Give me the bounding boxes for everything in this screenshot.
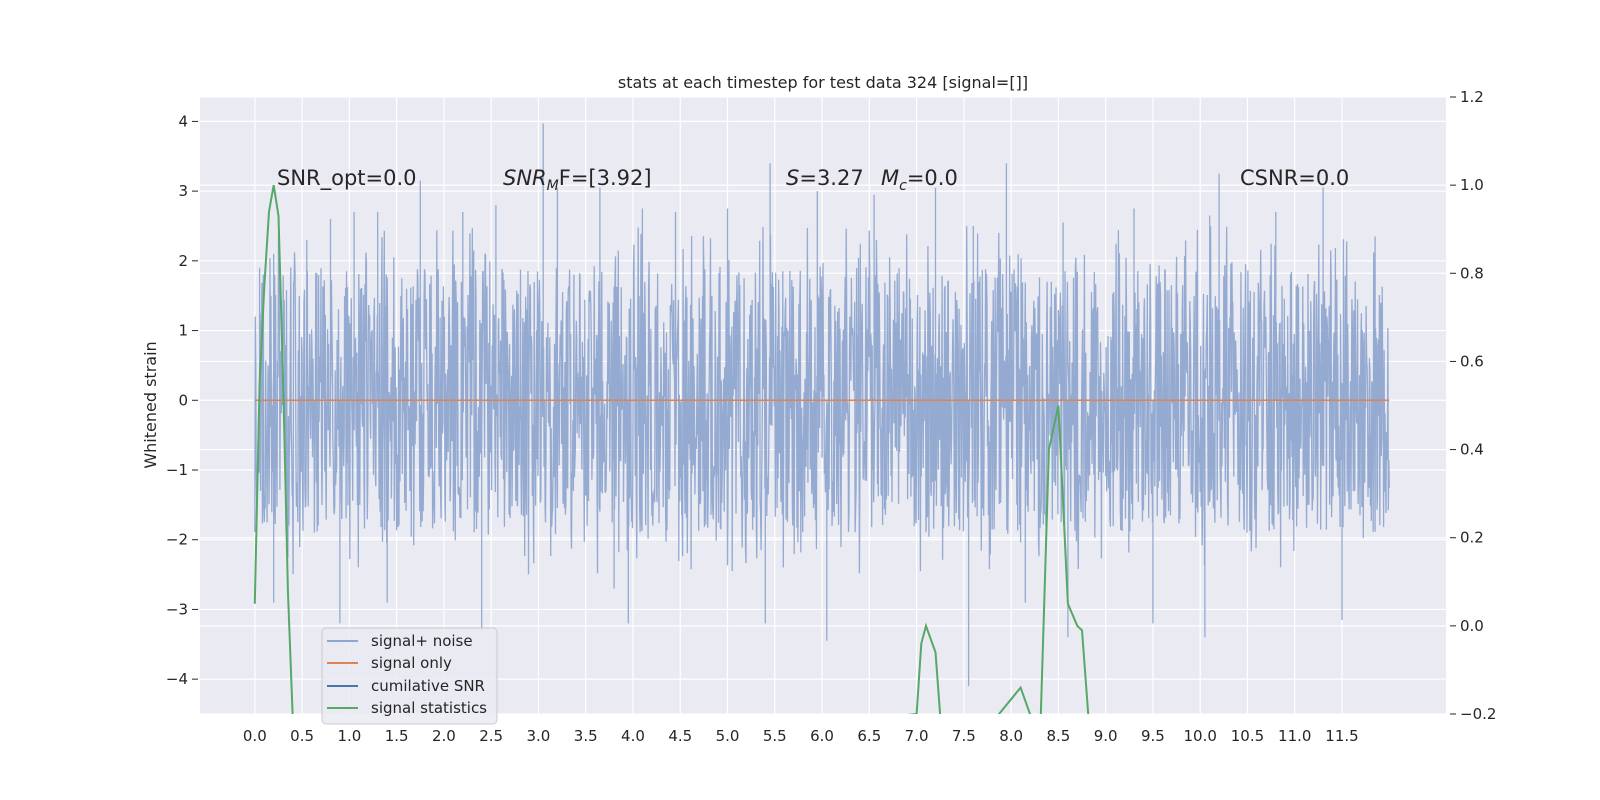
y2-tick-label: 0.8 (1460, 264, 1484, 282)
y-tick-label: 2 (178, 252, 188, 270)
legend-label-signal-noise: signal+ noise (371, 632, 473, 650)
x-tick-label: 0.5 (290, 727, 314, 745)
legend-label-signal-only: signal only (371, 654, 452, 672)
series-layer (253, 123, 1390, 714)
y2-tick-label: 0.0 (1460, 617, 1484, 635)
y2-tick-label: 0.4 (1460, 441, 1484, 459)
x-tick-label: 5.5 (763, 727, 787, 745)
y-tick-label: 3 (178, 182, 188, 200)
y2-tick-label: 1.2 (1460, 88, 1484, 106)
x-tick-label: 7.0 (905, 727, 929, 745)
x-axis: 0.0 0.5 1.0 1.5 2.0 2.5 3.0 3.5 4.0 4.5 5.0 5.5 6.0 6… (243, 727, 1359, 745)
y-axis: 4 3 2 1 0 −1 −2 −3 −4 (166, 112, 198, 688)
annotation-snr-opt: SNR_opt=0.0 (277, 166, 417, 191)
y-tick-label: −2 (166, 531, 188, 549)
x-tick-label: 1.0 (337, 727, 361, 745)
x-tick-label: 4.5 (668, 727, 692, 745)
legend-label-signal-statistics: signal statistics (371, 699, 487, 717)
x-tick-label: 1.5 (385, 727, 409, 745)
x-tick-label: 4.0 (621, 727, 645, 745)
y-axis-label: Whitened strain (141, 341, 160, 468)
y2-axis: 1.2 1.0 0.8 0.6 0.4 0.2 0.0 −0.2 (1450, 88, 1496, 723)
series-signal-statistics-line (253, 184, 1090, 714)
y-tick-label: 1 (178, 322, 188, 340)
y-tick-label: −1 (166, 461, 188, 479)
x-tick-label: 7.5 (952, 727, 976, 745)
legend-label-cumulative-snr: cumilative SNR (371, 677, 485, 695)
series-signal-noise-line (254, 123, 1390, 687)
y-tick-label: 0 (178, 391, 188, 409)
y2-tick-label: 0.6 (1460, 352, 1484, 370)
annotation-csnr: CSNR=0.0 (1240, 166, 1349, 190)
annotation-s: S=3.27 (786, 166, 864, 190)
annotation-mc: Mc=0.0 (881, 166, 958, 194)
x-tick-label: 2.0 (432, 727, 456, 745)
y2-tick-label: 0.2 (1460, 529, 1484, 547)
x-tick-label: 5.0 (716, 727, 740, 745)
x-tick-label: 3.0 (527, 727, 551, 745)
annotations: SNR_opt=0.0 SNRMF=[3.92] S=3.27 Mc=0.0 C… (277, 166, 1349, 194)
x-tick-label: 10.0 (1184, 727, 1217, 745)
legend: signal+ noise signal only cumilative SNR… (321, 627, 498, 725)
chart-title: stats at each timestep for test data 324… (618, 73, 1028, 92)
annotation-snr-mf: SNRMF=[3.92] (503, 166, 652, 194)
x-tick-label: 2.5 (479, 727, 503, 745)
x-tick-label: 3.5 (574, 727, 598, 745)
x-tick-label: 9.5 (1141, 727, 1165, 745)
y-tick-label: 4 (178, 112, 188, 130)
y2-tick-label: −0.2 (1460, 705, 1496, 723)
x-tick-label: 6.5 (857, 727, 881, 745)
legend-box (321, 627, 498, 725)
x-tick-label: 6.0 (810, 727, 834, 745)
y2-tick-label: 1.0 (1460, 176, 1484, 194)
x-tick-label: 9.0 (1094, 727, 1118, 745)
x-tick-label: 0.0 (243, 727, 267, 745)
x-tick-label: 10.5 (1231, 727, 1264, 745)
x-tick-label: 11.0 (1278, 727, 1311, 745)
y-tick-label: −3 (166, 600, 188, 618)
x-tick-label: 8.0 (999, 727, 1023, 745)
x-tick-label: 11.5 (1325, 727, 1358, 745)
x-tick-label: 8.5 (1046, 727, 1070, 745)
y-tick-label: −4 (166, 670, 188, 688)
